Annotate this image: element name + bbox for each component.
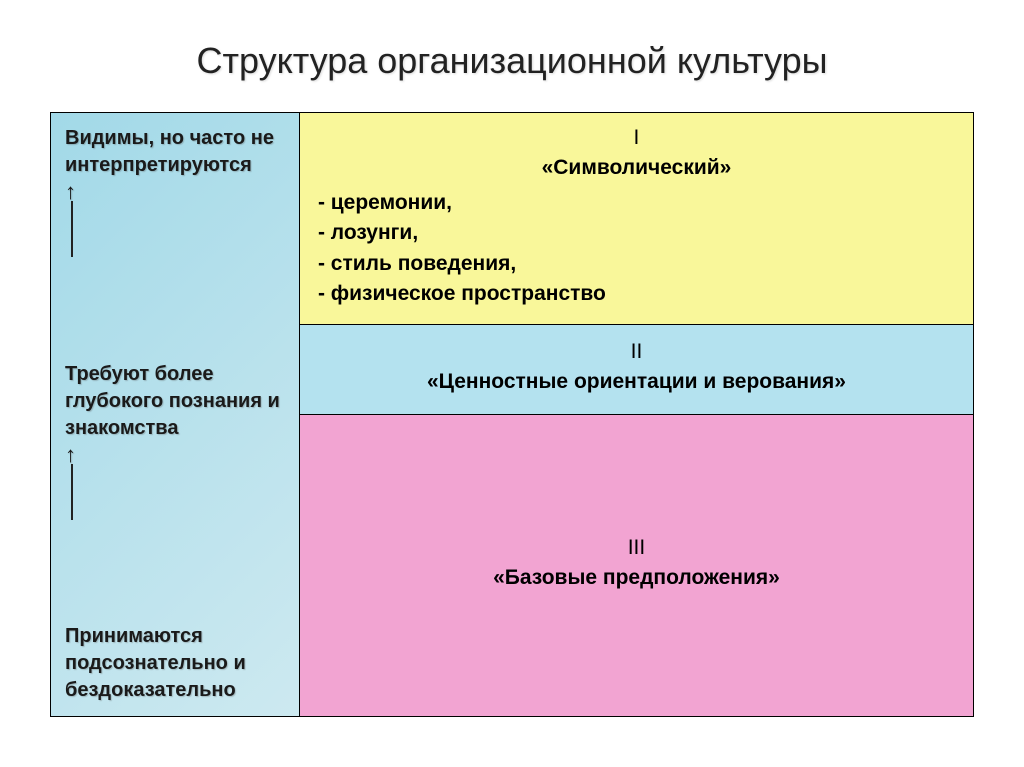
left-text-1: Видимы, но часто не интерпретируются [65,127,274,176]
page-title: Структура организационной культуры [50,40,974,82]
left-text-3: Принимаются подсознательно и бездоказате… [65,625,246,701]
structure-table: Видимы, но часто не интерпретируются ↑ Т… [50,112,974,717]
level-3-number: III [318,533,955,563]
left-column: Видимы, но часто не интерпретируются ↑ Т… [51,113,300,716]
bullet-item: - физическое пространство [318,279,955,309]
bullet-item: - стиль поведения, [318,249,955,279]
bullet-item: - церемонии, [318,188,955,218]
level-2-cell: II «Ценностные ориентации и верования» [300,325,973,415]
left-text-2: Требуют более глубокого познания и знако… [65,363,280,439]
right-column: I «Символический» - церемонии, - лозунги… [300,113,973,716]
level-1-bullets: - церемонии, - лозунги, - стиль поведени… [318,188,955,310]
vertical-line-icon [71,464,73,520]
level-1-name: «Символический» [318,153,955,183]
up-arrow-icon: ↑ [65,444,287,466]
left-block-3: Принимаются подсознательно и бездоказате… [65,623,287,704]
level-1-number: I [318,123,955,153]
slide: Структура организационной культуры Видим… [0,0,1024,767]
level-1-cell: I «Символический» - церемонии, - лозунги… [300,113,973,325]
level-2-number: II [318,337,955,367]
left-block-1: Видимы, но часто не интерпретируются ↑ [65,125,287,263]
bullet-item: - лозунги, [318,218,955,248]
vertical-line-icon [71,201,73,257]
level-3-cell: III «Базовые предположения» [300,415,973,716]
left-block-2: Требуют более глубокого познания и знако… [65,361,287,526]
up-arrow-icon: ↑ [65,181,287,203]
level-3-name: «Базовые предположения» [318,563,955,593]
level-2-name: «Ценностные ориентации и верования» [318,367,955,397]
